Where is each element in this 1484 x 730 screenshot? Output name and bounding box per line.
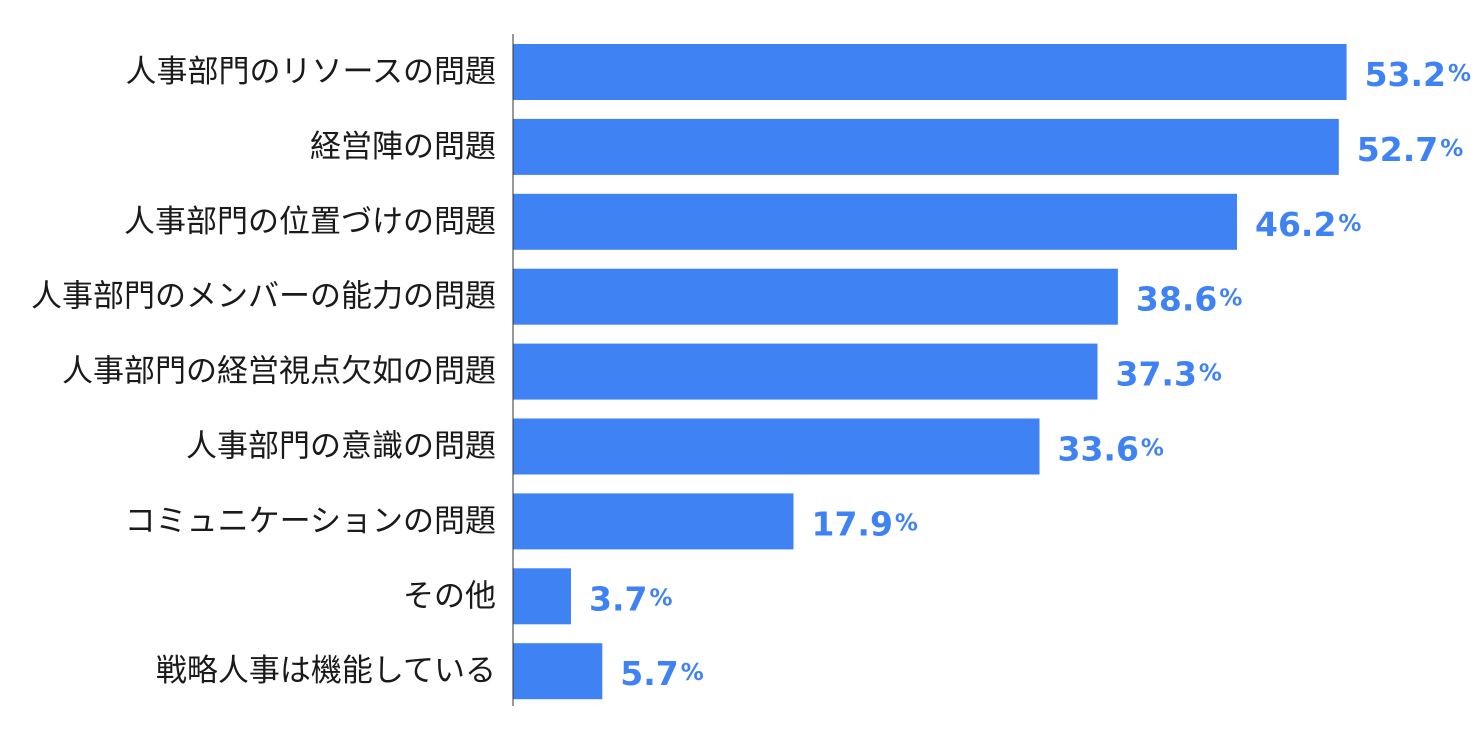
value-label-number: 53.2 — [1365, 55, 1446, 94]
value-label-number: 52.7 — [1357, 129, 1438, 168]
value-label: 53.2% — [1365, 55, 1471, 94]
category-label: 人事部門の意識の問題 — [186, 429, 496, 465]
value-label: 3.7% — [589, 579, 673, 618]
value-label-unit: % — [1440, 136, 1463, 162]
value-label-number: 5.7 — [620, 654, 678, 693]
value-label-unit: % — [1219, 286, 1242, 312]
category-labels: 人事部門のリソースの問題経営陣の問題人事部門の位置づけの問題人事部門のメンバーの… — [31, 54, 496, 689]
value-label-number: 33.6 — [1058, 429, 1139, 468]
bar — [513, 418, 1040, 475]
value-label-number: 17.9 — [812, 504, 893, 543]
value-label: 38.6% — [1136, 279, 1242, 318]
value-label-number: 37.3 — [1116, 354, 1197, 393]
value-label-number: 38.6 — [1136, 279, 1217, 318]
value-label: 52.7% — [1357, 129, 1463, 168]
bar — [513, 568, 571, 625]
category-label: コミュニケーションの問題 — [125, 503, 496, 539]
category-label: 戦略人事は機能している — [156, 653, 496, 689]
bar — [513, 44, 1347, 100]
value-label-unit: % — [681, 660, 704, 686]
value-label-unit: % — [1141, 436, 1164, 462]
value-label-unit: % — [649, 585, 672, 611]
value-label-unit: % — [1448, 61, 1471, 87]
bar — [513, 343, 1098, 400]
value-labels: 53.2%52.7%46.2%38.6%37.3%33.6%17.9%3.7%5… — [589, 55, 1471, 693]
bar — [513, 268, 1118, 325]
category-label: 人事部門の位置づけの問題 — [124, 204, 496, 240]
bar — [513, 118, 1339, 175]
value-label-number: 3.7 — [589, 579, 647, 618]
value-label: 37.3% — [1116, 354, 1222, 393]
bars-layer — [513, 44, 1347, 700]
value-label: 17.9% — [812, 504, 918, 543]
category-label: その他 — [403, 578, 496, 614]
bar — [513, 193, 1237, 250]
value-label: 33.6% — [1058, 429, 1164, 468]
value-label-unit: % — [1338, 211, 1361, 237]
value-label-number: 46.2 — [1255, 204, 1336, 243]
bar — [513, 643, 603, 700]
value-label: 5.7% — [620, 654, 704, 693]
value-label-unit: % — [1199, 361, 1222, 387]
category-label: 人事部門の経営視点欠如の問題 — [62, 354, 496, 390]
category-label: 人事部門のリソースの問題 — [126, 54, 496, 90]
value-label-unit: % — [895, 510, 918, 536]
bar — [513, 493, 794, 550]
category-label: 経営陣の問題 — [310, 129, 496, 165]
value-label: 46.2% — [1255, 204, 1361, 243]
category-label: 人事部門のメンバーの能力の問題 — [31, 279, 496, 315]
